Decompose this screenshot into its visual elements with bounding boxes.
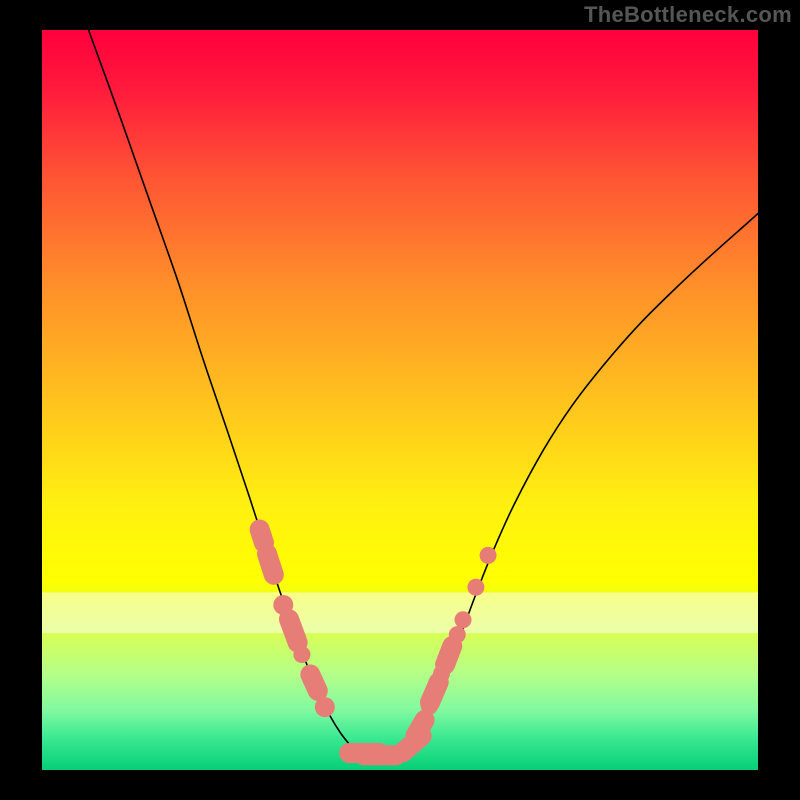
marker-circle (480, 547, 497, 564)
plot-area (42, 30, 758, 770)
marker-circle (455, 611, 472, 628)
marker-circle (315, 697, 335, 717)
pale-band (42, 592, 758, 633)
chart-root: TheBottleneck.com (0, 0, 800, 800)
marker-circle (293, 646, 310, 663)
bottleneck-chart (0, 0, 800, 800)
marker-circle (467, 579, 484, 596)
marker-circle (449, 626, 466, 643)
gradient-background (42, 30, 758, 770)
